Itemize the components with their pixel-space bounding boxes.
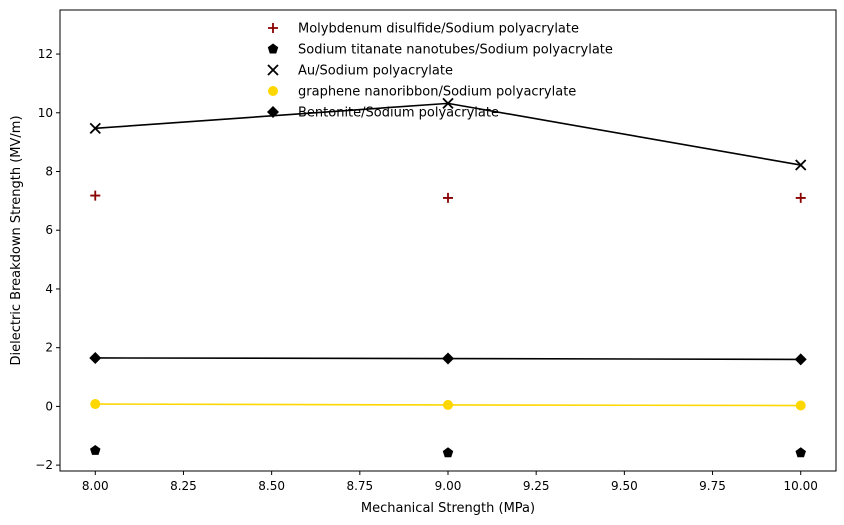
data-point (795, 447, 806, 458)
y-axis-label: Dielectric Breakdown Strength (MV/m) (9, 115, 24, 365)
series-2 (89, 97, 807, 171)
x-tick-label: 10.00 (784, 479, 818, 493)
data-point (795, 159, 807, 171)
y-tick-label: 0 (45, 399, 53, 413)
data-point (794, 353, 807, 366)
x-axis-label: Mechanical Strength (MPa) (361, 501, 535, 516)
y-tick-label: 12 (38, 47, 53, 61)
x-tick-label: 9.25 (523, 479, 550, 493)
series-3 (90, 399, 806, 411)
legend-marker (268, 23, 278, 33)
data-point (443, 399, 453, 410)
y-tick-label: 6 (45, 223, 53, 237)
x-tick-label: 9.00 (435, 479, 462, 493)
series-4 (89, 351, 807, 366)
legend: Molybdenum disulfide/Sodium polyacrylate… (267, 22, 613, 121)
legend-label: Bentonite/Sodium polyacrylate (298, 106, 499, 121)
data-point (89, 122, 101, 134)
y-axis-ticks: −2 0 2 4 6 8 10 12 (35, 47, 60, 472)
y-tick-label: 10 (38, 106, 53, 120)
y-tick-label: 2 (45, 341, 53, 355)
legend-marker (268, 86, 278, 96)
axes-frame (59, 9, 837, 472)
legend-label: Au/Sodium polyacrylate (298, 64, 453, 79)
x-axis-ticks: 8.00 8.25 8.50 8.75 9.00 9.25 9.50 9.75 10.00 (82, 471, 818, 493)
data-point (442, 352, 454, 365)
y-tick-label: −2 (35, 458, 53, 472)
data-point (442, 97, 454, 110)
series-0 (90, 190, 806, 203)
data-point (443, 192, 453, 203)
data-point (89, 351, 102, 364)
data-point (795, 400, 806, 411)
x-tick-label: 9.50 (611, 479, 638, 493)
series-layer (89, 97, 807, 458)
x-tick-label: 8.00 (82, 479, 109, 493)
legend-label: Molybdenum disulfide/Sodium polyacrylate (298, 22, 579, 37)
data-point (90, 444, 101, 455)
x-tick-label: 8.25 (170, 479, 197, 493)
data-point (442, 447, 454, 458)
y-tick-label: 8 (45, 164, 53, 178)
y-tick-label: 4 (45, 282, 53, 296)
x-tick-label: 8.50 (258, 479, 285, 493)
legend-marker (267, 106, 279, 118)
legend-marker (267, 43, 279, 54)
series-1 (90, 444, 806, 458)
data-point (795, 192, 806, 203)
x-tick-label: 9.75 (699, 479, 726, 493)
legend-label: Sodium titanate nanotubes/Sodium polyacr… (298, 43, 613, 58)
x-tick-label: 8.75 (346, 479, 373, 493)
data-point (90, 190, 101, 201)
data-point (90, 399, 101, 410)
legend-marker (267, 64, 279, 76)
legend-label: graphene nanoribbon/Sodium polyacrylate (298, 85, 576, 100)
